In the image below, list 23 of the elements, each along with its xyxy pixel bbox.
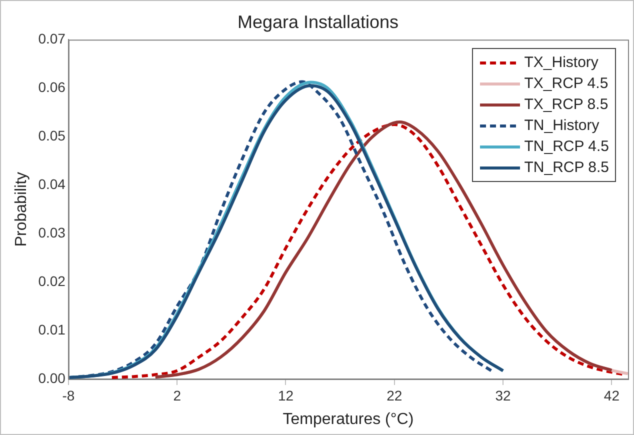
- y-tick-label: 0.01: [38, 321, 66, 338]
- x-axis-title: Temperatures (°C): [282, 410, 414, 428]
- legend-label: TX_RCP 4.5: [524, 75, 608, 92]
- y-axis-title: Probability: [13, 172, 30, 247]
- x-tick-label: 32: [495, 387, 512, 404]
- legend-label: TX_RCP 8.5: [524, 96, 608, 113]
- y-tick-label: 0.02: [38, 272, 66, 289]
- legend-label: TN_History: [524, 117, 600, 134]
- y-tick-label: 0.00: [38, 370, 66, 386]
- legend-label: TN_RCP 4.5: [524, 138, 609, 155]
- y-tick-label: 0.03: [38, 224, 66, 240]
- x-tick-label: 22: [386, 387, 402, 404]
- y-tick-label: 0.04: [38, 176, 66, 192]
- chart-title: Megara Installations: [237, 12, 399, 32]
- x-tick-label: 2: [173, 387, 182, 404]
- legend-label: TX_History: [524, 54, 598, 71]
- y-tick-label: 0.06: [38, 78, 66, 95]
- y-tick-label: 0.07: [38, 30, 66, 46]
- x-tick-label: -8: [62, 387, 75, 404]
- y-tick-label: 0.05: [38, 127, 66, 144]
- legend-label: TN_RCP 8.5: [524, 159, 609, 176]
- x-tick-label: 12: [278, 387, 294, 404]
- x-tick-label: 42: [604, 387, 620, 404]
